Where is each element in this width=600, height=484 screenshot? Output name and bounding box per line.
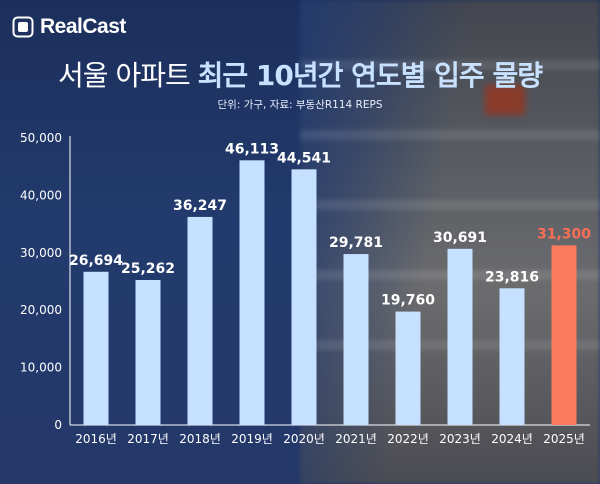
x-tick-label: 2021년 <box>335 432 377 446</box>
y-tick-label: 30,000 <box>20 246 62 260</box>
data-label: 31,300 <box>537 226 591 242</box>
brand-name: RealCast <box>40 15 126 38</box>
data-label: 36,247 <box>173 198 227 214</box>
bar-2024년 <box>499 288 525 425</box>
bar-2023년 <box>447 248 473 425</box>
bar-2025년 <box>551 245 577 425</box>
data-label: 30,691 <box>433 230 487 246</box>
x-tick-label: 2025년 <box>543 432 585 446</box>
x-tick-label: 2017년 <box>127 432 169 446</box>
data-label: 19,760 <box>381 293 435 309</box>
bar-2020년 <box>291 169 317 425</box>
bar-2018년 <box>187 216 213 425</box>
realcast-logo: RealCast <box>12 15 126 39</box>
bar-2021년 <box>343 254 369 425</box>
data-label: 44,541 <box>277 150 331 166</box>
y-tick-label: 0 <box>54 418 62 432</box>
x-tick-label: 2023년 <box>439 432 481 446</box>
y-tick-label: 10,000 <box>20 361 62 375</box>
y-tick-label: 20,000 <box>20 303 62 317</box>
y-tick-label: 40,000 <box>20 188 62 202</box>
x-tick-label: 2022년 <box>387 432 429 446</box>
data-label: 46,113 <box>225 141 279 157</box>
x-tick-label: 2024년 <box>491 432 533 446</box>
x-tick-label: 2016년 <box>75 432 117 446</box>
title-part-2: 최근 10년간 연도별 입주 물량 <box>197 59 543 92</box>
data-label: 29,781 <box>329 235 383 251</box>
chat-bubble-logo-icon <box>12 16 34 38</box>
data-label: 25,262 <box>121 261 175 277</box>
chart-title: 서울 아파트 최근 10년간 연도별 입주 물량 <box>0 54 600 94</box>
data-label: 26,694 <box>69 253 123 269</box>
bar-2017년 <box>135 279 161 425</box>
x-tick-label: 2018년 <box>179 432 221 446</box>
data-label: 23,816 <box>485 269 539 285</box>
x-tick-label: 2020년 <box>283 432 325 446</box>
bar-2016년 <box>83 271 109 425</box>
source-note: 단위: 가구, 자료: 부동산R114 REPS <box>217 99 383 111</box>
y-tick-label: 50,000 <box>20 131 62 145</box>
bar-2019년 <box>239 160 265 425</box>
bar-2022년 <box>395 311 421 425</box>
title-part-1: 서울 아파트 <box>58 59 191 92</box>
x-tick-label: 2019년 <box>231 432 273 446</box>
